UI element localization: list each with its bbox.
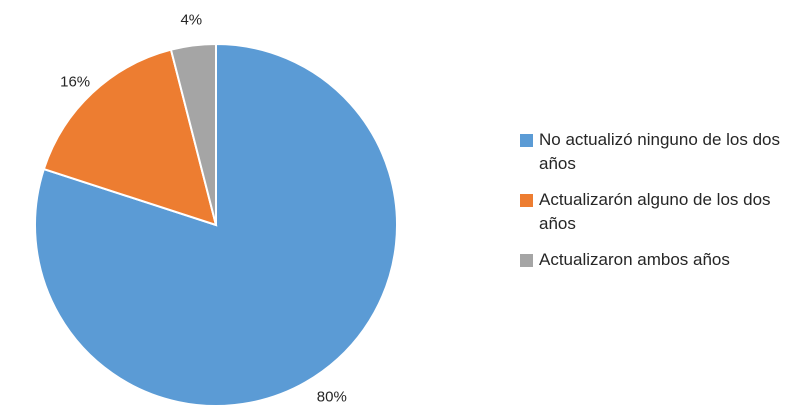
- pie-slice-1: [34, 42, 398, 407]
- legend-swatch-3: [520, 254, 533, 267]
- legend: No actualizó ninguno de los dos años Actu…: [520, 128, 802, 284]
- data-label-2: 16%: [60, 73, 90, 90]
- data-label-3: 4%: [180, 12, 202, 29]
- data-label-1: 80%: [317, 388, 347, 405]
- legend-item-1: No actualizó ninguno de los dos años: [520, 128, 802, 176]
- legend-item-3: Actualizaron ambos años: [520, 248, 802, 272]
- legend-item-2: Actualizarón alguno de los dos años: [520, 188, 802, 236]
- legend-swatch-1: [520, 134, 533, 147]
- legend-swatch-2: [520, 194, 533, 207]
- legend-label-3: Actualizaron ambos años: [539, 250, 730, 269]
- legend-label-1: No actualizó ninguno de los dos años: [539, 130, 780, 173]
- legend-label-2: Actualizarón alguno de los dos años: [539, 190, 771, 233]
- pie-slice-3: [169, 42, 217, 226]
- pie-slice-2: [42, 48, 218, 227]
